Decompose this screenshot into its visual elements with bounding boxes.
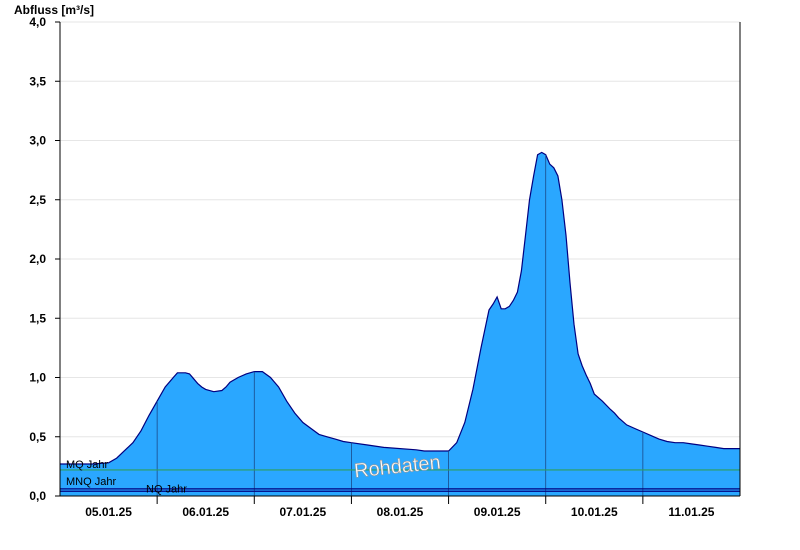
y-tick-label: 1,5 [29, 311, 46, 325]
x-tick-label: 06.01.25 [182, 505, 229, 519]
tick-labels: 0,0 0,5 1,0 1,5 2,0 2,5 3,0 3,5 4,0 05.01.25 06.01… [29, 15, 714, 519]
x-tick-label: 09.01.25 [474, 505, 521, 519]
y-tick-label: 0,5 [29, 430, 46, 444]
y-tick-label: 3,5 [29, 74, 46, 88]
x-tick-label: 10.01.25 [571, 505, 618, 519]
grid [60, 21, 740, 438]
series-fill [60, 152, 740, 496]
y-axis-label: Abfluss [m³/s] [14, 3, 94, 17]
reference-line-label: MQ Jahr [66, 459, 109, 471]
axes [55, 21, 741, 504]
y-tick-label: 0,0 [29, 489, 46, 503]
y-tick-label: 3,0 [29, 134, 46, 148]
y-tick-label: 1,0 [29, 371, 46, 385]
reference-line-label: NQ Jahr [146, 483, 187, 495]
watermark-label: Rohdaten [353, 452, 442, 483]
x-tick-label: 05.01.25 [85, 505, 132, 519]
y-tick-label: 2,0 [29, 252, 46, 266]
reference-lines: MQ Jahr MNQ Jahr NQ Jahr [60, 459, 740, 495]
x-tick-label: 08.01.25 [377, 505, 424, 519]
series-line [60, 151, 740, 465]
series-area [60, 151, 740, 496]
y-tick-label: 4,0 [29, 15, 46, 29]
y-tick-label: 2,5 [29, 193, 46, 207]
x-tick-label: 11.01.25 [668, 505, 714, 519]
reference-line-label: MNQ Jahr [66, 476, 116, 488]
x-tick-label: 07.01.25 [279, 505, 326, 519]
